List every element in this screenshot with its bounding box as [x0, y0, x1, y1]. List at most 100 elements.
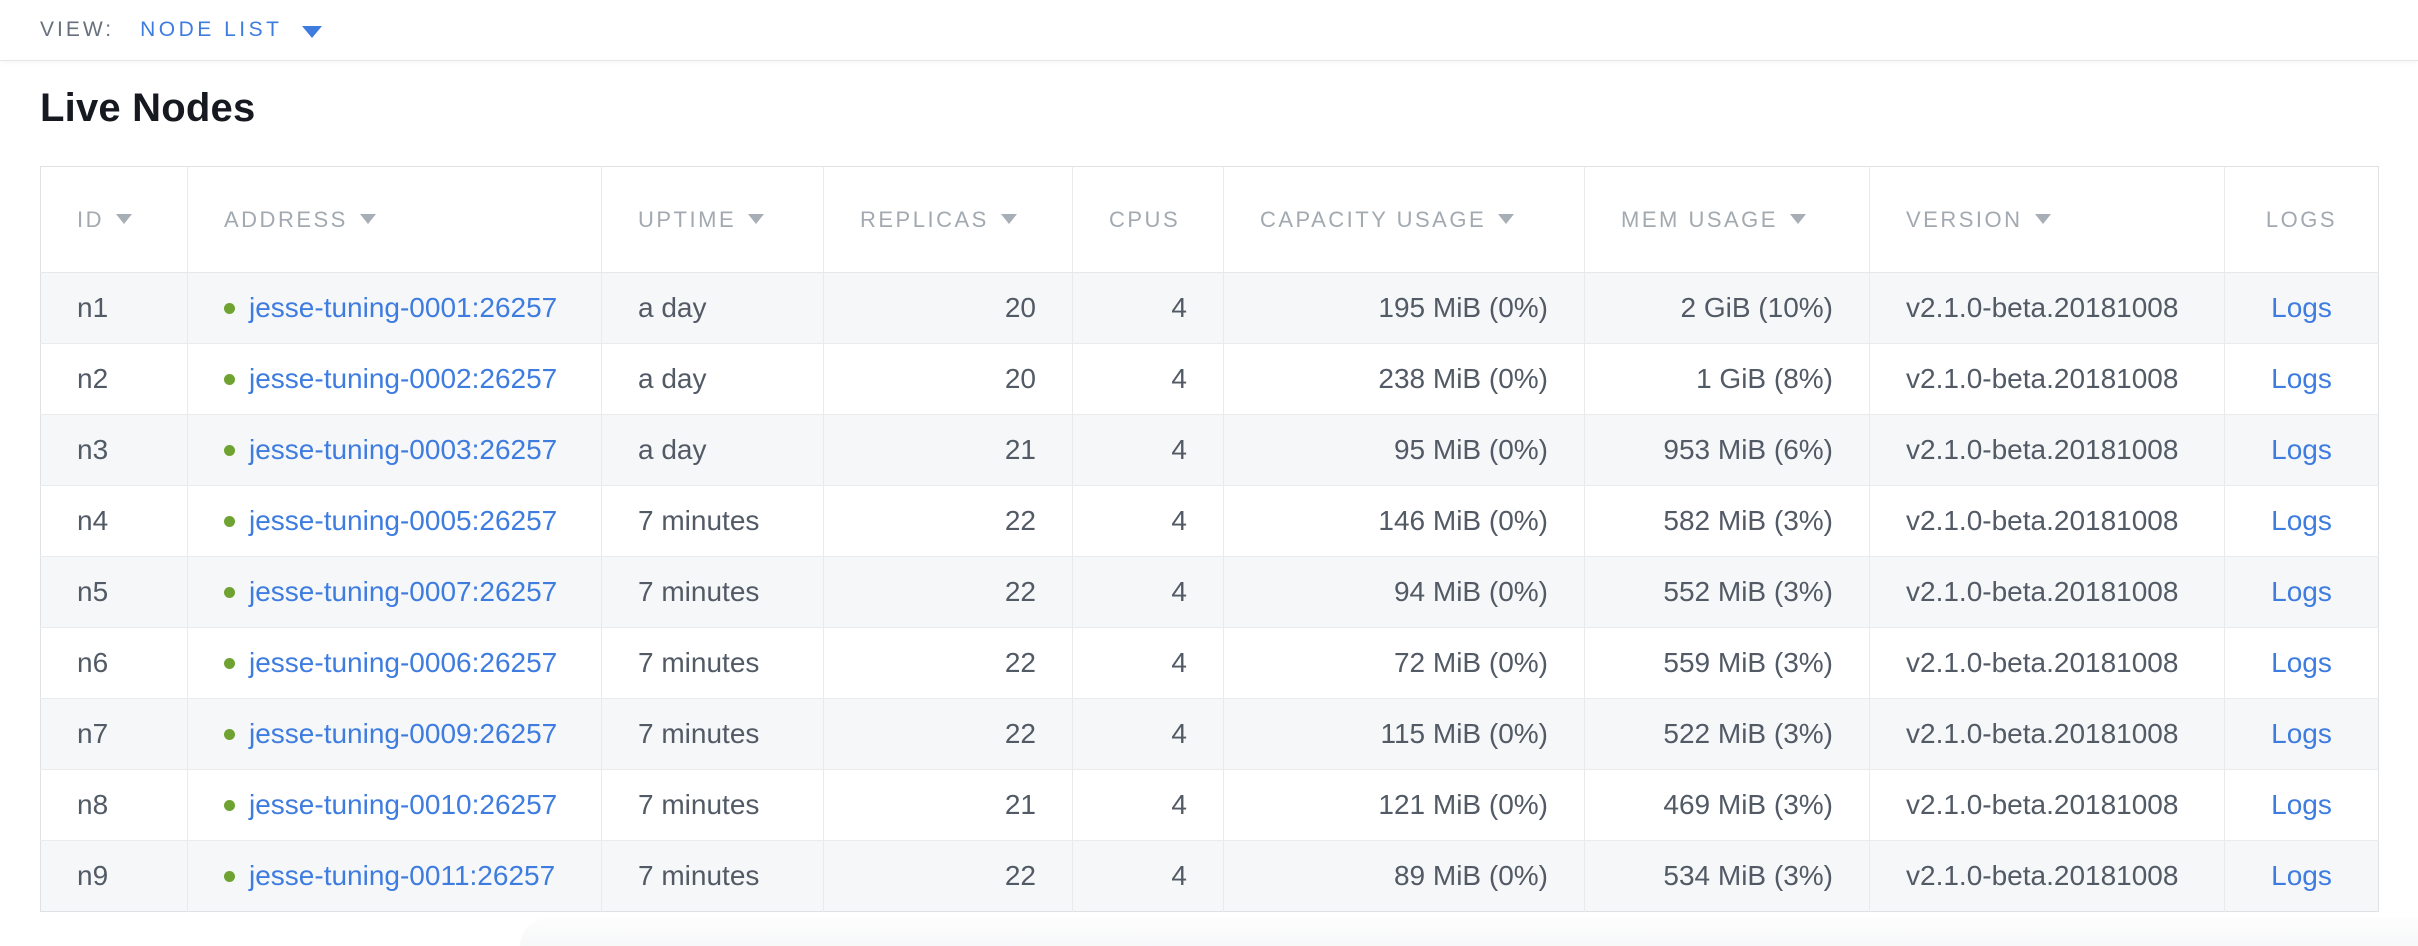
- node-row-n2: n2 jesse-tuning-0002:26257 a day 20 4 238 MiB…: [40, 343, 2379, 415]
- node-address-link[interactable]: jesse-tuning-0005:26257: [249, 505, 558, 536]
- node-logs-link[interactable]: Logs: [2271, 363, 2332, 394]
- column-header-cpus: CPUS: [1072, 166, 1224, 273]
- node-logs-cell: Logs: [2224, 627, 2379, 699]
- node-mem-cell: 1 GiB (8%): [1584, 343, 1870, 415]
- node-address-link[interactable]: jesse-tuning-0002:26257: [249, 363, 558, 394]
- node-cpus-cell: 4: [1072, 272, 1224, 344]
- node-address-cell: jesse-tuning-0006:26257: [187, 627, 602, 699]
- sort-desc-icon: [1000, 213, 1017, 224]
- node-version-cell: v2.1.0-beta.20181008: [1869, 627, 2225, 699]
- node-row-n1: n1 jesse-tuning-0001:26257 a day 20 4 195 MiB…: [40, 272, 2379, 344]
- column-header-replicas[interactable]: REPLICAS: [823, 166, 1073, 273]
- page-title: Live Nodes: [40, 86, 256, 130]
- node-address-cell: jesse-tuning-0011:26257: [187, 840, 602, 912]
- node-version-cell: v2.1.0-beta.20181008: [1869, 414, 2225, 486]
- node-capacity-cell: 94 MiB (0%): [1223, 556, 1585, 628]
- node-uptime-cell: a day: [601, 343, 824, 415]
- node-version-cell: v2.1.0-beta.20181008: [1869, 769, 2225, 841]
- node-live-status-icon: [224, 657, 235, 669]
- node-logs-link[interactable]: Logs: [2271, 505, 2332, 536]
- node-capacity-cell: 238 MiB (0%): [1223, 343, 1585, 415]
- node-replicas-cell: 21: [823, 769, 1073, 841]
- node-live-status-icon: [224, 728, 235, 740]
- node-address-link[interactable]: jesse-tuning-0003:26257: [249, 434, 558, 465]
- node-id-cell: n9: [40, 840, 188, 912]
- node-address-cell: jesse-tuning-0007:26257: [187, 556, 602, 628]
- node-mem-cell: 953 MiB (6%): [1584, 414, 1870, 486]
- node-version-cell: v2.1.0-beta.20181008: [1869, 556, 2225, 628]
- node-capacity-cell: 115 MiB (0%): [1223, 698, 1585, 770]
- node-address-link[interactable]: jesse-tuning-0006:26257: [249, 647, 558, 678]
- column-header-version[interactable]: VERSION: [1869, 166, 2225, 273]
- column-header-logs: LOGS: [2224, 166, 2379, 273]
- node-logs-link[interactable]: Logs: [2271, 434, 2332, 465]
- next-section-shadow: [520, 918, 2418, 946]
- view-selected-value: NODE LIST: [140, 18, 283, 41]
- live-nodes-table: ID ADDRESS UPTIME REPLICAS CPUS CAPACITY USAG…: [40, 166, 2379, 912]
- column-header-uptime[interactable]: UPTIME: [601, 166, 824, 273]
- node-logs-link[interactable]: Logs: [2271, 292, 2332, 323]
- node-address-link[interactable]: jesse-tuning-0011:26257: [249, 860, 556, 891]
- node-uptime-cell: a day: [601, 414, 824, 486]
- view-label: VIEW:: [40, 18, 115, 41]
- node-version-cell: v2.1.0-beta.20181008: [1869, 272, 2225, 344]
- sort-desc-icon: [2034, 213, 2051, 224]
- node-replicas-cell: 22: [823, 698, 1073, 770]
- node-id-cell: n6: [40, 627, 188, 699]
- node-capacity-cell: 195 MiB (0%): [1223, 272, 1585, 344]
- node-live-status-icon: [224, 799, 235, 811]
- node-cpus-cell: 4: [1072, 769, 1224, 841]
- node-logs-cell: Logs: [2224, 840, 2379, 912]
- node-uptime-cell: 7 minutes: [601, 698, 824, 770]
- node-uptime-cell: 7 minutes: [601, 485, 824, 557]
- node-capacity-cell: 89 MiB (0%): [1223, 840, 1585, 912]
- node-version-cell: v2.1.0-beta.20181008: [1869, 343, 2225, 415]
- view-selector-dropdown[interactable]: NODE LIST: [140, 18, 323, 42]
- node-replicas-cell: 20: [823, 272, 1073, 344]
- node-logs-cell: Logs: [2224, 414, 2379, 486]
- live-nodes-table-container: ID ADDRESS UPTIME REPLICAS CPUS CAPACITY USAG…: [40, 166, 2379, 912]
- node-live-status-icon: [224, 373, 235, 385]
- column-header-capacity[interactable]: CAPACITY USAGE: [1223, 166, 1585, 273]
- node-logs-cell: Logs: [2224, 769, 2379, 841]
- column-label-replicas: REPLICAS: [860, 206, 989, 232]
- node-replicas-cell: 22: [823, 840, 1073, 912]
- column-header-id[interactable]: ID: [40, 166, 188, 273]
- node-cpus-cell: 4: [1072, 627, 1224, 699]
- node-row-n7: n7 jesse-tuning-0009:26257 7 minutes 22 4 115…: [40, 698, 2379, 770]
- node-address-link[interactable]: jesse-tuning-0001:26257: [249, 292, 558, 323]
- node-cpus-cell: 4: [1072, 556, 1224, 628]
- node-address-cell: jesse-tuning-0009:26257: [187, 698, 602, 770]
- node-address-link[interactable]: jesse-tuning-0009:26257: [249, 718, 558, 749]
- chevron-down-icon: [302, 25, 323, 38]
- column-header-address[interactable]: ADDRESS: [187, 166, 602, 273]
- column-header-mem[interactable]: MEM USAGE: [1584, 166, 1870, 273]
- node-address-link[interactable]: jesse-tuning-0010:26257: [249, 789, 558, 820]
- node-capacity-cell: 72 MiB (0%): [1223, 627, 1585, 699]
- node-uptime-cell: 7 minutes: [601, 840, 824, 912]
- node-mem-cell: 2 GiB (10%): [1584, 272, 1870, 344]
- node-replicas-cell: 22: [823, 485, 1073, 557]
- node-live-status-icon: [224, 870, 235, 882]
- node-address-cell: jesse-tuning-0001:26257: [187, 272, 602, 344]
- node-uptime-cell: a day: [601, 272, 824, 344]
- node-logs-link[interactable]: Logs: [2271, 647, 2332, 678]
- node-logs-link[interactable]: Logs: [2271, 718, 2332, 749]
- node-capacity-cell: 95 MiB (0%): [1223, 414, 1585, 486]
- node-replicas-cell: 20: [823, 343, 1073, 415]
- column-label-mem: MEM USAGE: [1621, 206, 1778, 232]
- table-header-row: ID ADDRESS UPTIME REPLICAS CPUS CAPACITY USAG…: [40, 166, 2379, 273]
- node-uptime-cell: 7 minutes: [601, 627, 824, 699]
- sort-desc-icon: [116, 213, 132, 224]
- node-cpus-cell: 4: [1072, 840, 1224, 912]
- node-row-n5: n5 jesse-tuning-0007:26257 7 minutes 22 4 94 …: [40, 556, 2379, 628]
- node-logs-link[interactable]: Logs: [2271, 860, 2332, 891]
- node-mem-cell: 582 MiB (3%): [1584, 485, 1870, 557]
- node-logs-link[interactable]: Logs: [2271, 576, 2332, 607]
- node-address-link[interactable]: jesse-tuning-0007:26257: [249, 576, 558, 607]
- node-cpus-cell: 4: [1072, 698, 1224, 770]
- node-logs-cell: Logs: [2224, 698, 2379, 770]
- node-live-status-icon: [224, 515, 235, 527]
- node-logs-link[interactable]: Logs: [2271, 789, 2332, 820]
